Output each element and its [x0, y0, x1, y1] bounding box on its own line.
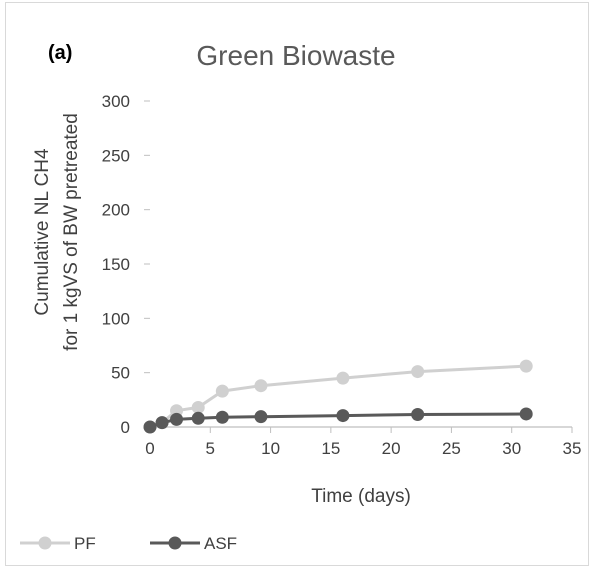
y-axis-ticks: 0 50 100 150 200 250 300: [102, 92, 150, 437]
x-tick-label: 15: [321, 439, 340, 458]
x-tick-label: 10: [261, 439, 280, 458]
y-tick-label: 50: [111, 364, 130, 383]
x-tick-label: 20: [382, 439, 401, 458]
x-tick-label: 35: [563, 439, 582, 458]
x-axis-title: Time (days): [311, 486, 411, 507]
y-tick-label: 300: [102, 92, 130, 111]
data-point-pf: [519, 359, 533, 373]
legend: PF ASF: [20, 534, 237, 553]
legend-item-pf: PF: [20, 534, 96, 553]
legend-label-pf: PF: [74, 534, 96, 553]
data-point-asf: [519, 407, 533, 421]
chart-frame: [5, 2, 589, 566]
x-tick-label: 30: [502, 439, 521, 458]
legend-swatch-asf-marker: [168, 536, 182, 550]
y-tick-label: 250: [102, 146, 130, 165]
data-point-pf: [254, 379, 268, 393]
series-layer: [143, 359, 533, 434]
data-point-pf: [336, 371, 350, 385]
data-point-asf: [170, 412, 184, 426]
data-point-asf: [215, 410, 229, 424]
y-tick-label: 150: [102, 255, 130, 274]
data-point-pf: [191, 400, 205, 414]
y-tick-label: 0: [121, 418, 130, 437]
legend-swatch-pf-marker: [38, 536, 52, 550]
data-point-asf: [411, 408, 425, 422]
x-tick-label: 25: [442, 439, 461, 458]
y-axis-title-line-1: Cumulative NL CH4: [32, 148, 53, 316]
data-point-pf: [215, 384, 229, 398]
y-tick-label: 100: [102, 309, 130, 328]
data-point-asf: [254, 410, 268, 424]
x-tick-label: 0: [145, 439, 154, 458]
data-point-asf: [191, 411, 205, 425]
data-point-asf: [155, 416, 169, 430]
x-axis-ticks: 0 5 10 15 20 25 30 35: [145, 427, 581, 458]
legend-item-asf: ASF: [150, 534, 237, 553]
legend-label-asf: ASF: [204, 534, 237, 553]
data-point-pf: [411, 365, 425, 379]
chart-title: Green Biowaste: [196, 40, 395, 71]
y-axis-title-line-2: for 1 kgVS of BW pretreated: [61, 113, 82, 351]
series-asf: [143, 407, 533, 434]
x-tick-label: 5: [206, 439, 215, 458]
y-tick-label: 200: [102, 201, 130, 220]
data-point-asf: [336, 409, 350, 423]
data-point-asf: [143, 420, 157, 434]
panel-label: (a): [48, 42, 72, 64]
